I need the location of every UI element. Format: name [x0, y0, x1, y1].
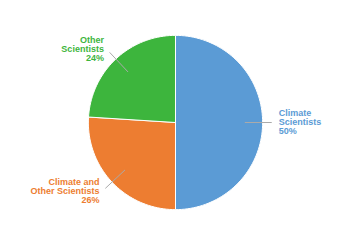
svg-text:ClimateScientists50%: ClimateScientists50%	[279, 108, 322, 136]
svg-text:Climate andOther Scientists26%: Climate andOther Scientists26%	[30, 177, 99, 205]
svg-text:OtherScientists24%: OtherScientists24%	[61, 35, 104, 63]
